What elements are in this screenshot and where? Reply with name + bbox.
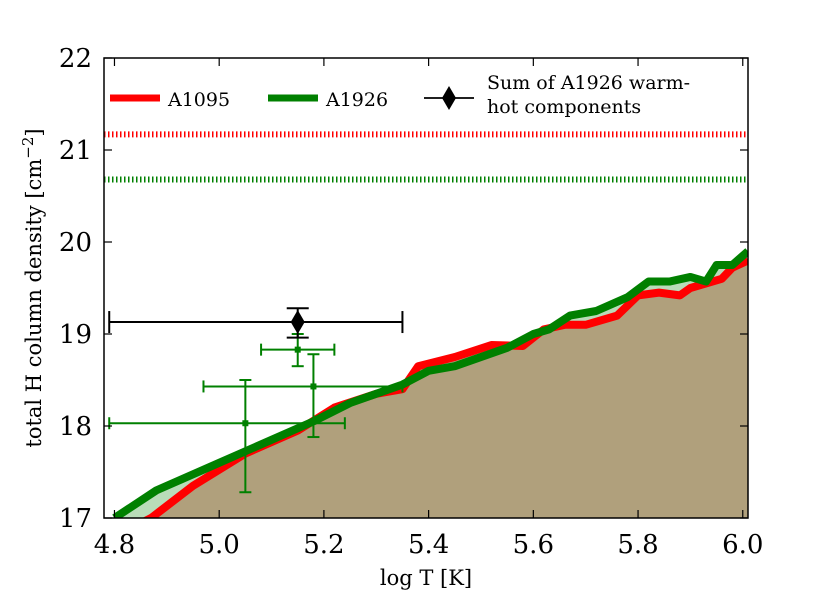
diamond-marker (290, 310, 305, 335)
area-a1095 (114, 260, 748, 518)
legend-swatch-diamond-marker (442, 86, 456, 110)
y-tick-label: 19 (59, 320, 92, 350)
series-line-a1926 (112, 248, 748, 518)
errorbar-point-3 (202, 353, 404, 439)
errorbar-point-4 (108, 307, 404, 339)
y-tick-label: 22 (59, 44, 92, 74)
y-axis-label-main: total H column density [cm (22, 159, 46, 448)
x-axis-label: log T [K] (380, 566, 472, 590)
errorbar-point-1 (108, 379, 346, 494)
y-tick-label: 18 (59, 412, 92, 442)
square-marker (310, 383, 317, 390)
y-tick-label: 21 (59, 136, 92, 166)
y-axis-label: total H column density [cm−2] (19, 128, 46, 447)
errorbar-point-2 (260, 333, 336, 368)
legend-label-sum-line1: Sum of A1926 warm- (487, 72, 690, 94)
x-tick-label: 5.6 (513, 530, 554, 560)
legend: A1095 A1926 Sum of A1926 warm- hot compo… (110, 72, 690, 118)
legend-label-sum-line2: hot components (487, 96, 641, 118)
x-tick-label: 5.0 (199, 530, 240, 560)
x-tick-label: 4.8 (94, 530, 135, 560)
y-axis-label-close: ] (22, 128, 46, 136)
y-tick-label: 20 (59, 228, 92, 258)
legend-label-a1926: A1926 (325, 89, 388, 111)
x-tick-label: 5.2 (303, 530, 344, 560)
y-tick-label: 17 (59, 504, 92, 534)
x-tick-label: 6.0 (722, 530, 763, 560)
y-axis-label-exponent: −2 (19, 137, 37, 159)
x-tick-label: 5.4 (408, 530, 449, 560)
x-tick-label: 5.8 (617, 530, 658, 560)
plot-frame (103, 57, 749, 519)
legend-label-a1095: A1095 (167, 89, 230, 111)
square-marker (294, 346, 301, 353)
square-marker (242, 420, 249, 427)
